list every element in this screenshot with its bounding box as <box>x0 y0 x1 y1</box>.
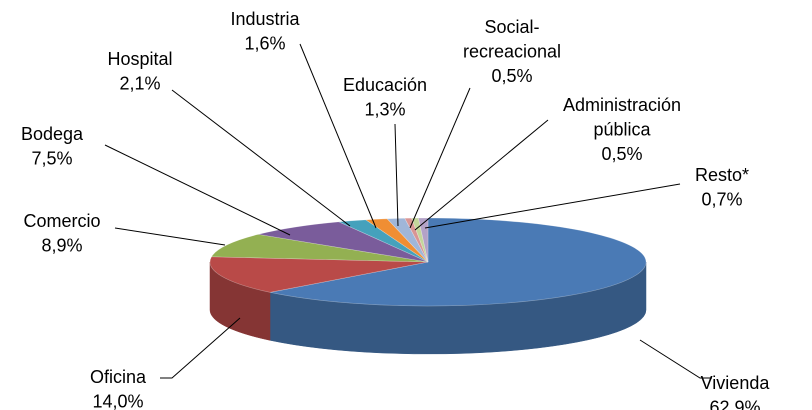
value-label: 0,7% <box>701 189 742 209</box>
slice <box>258 221 429 263</box>
category-label: Administración pública <box>563 95 681 140</box>
slice <box>209 256 429 293</box>
category-label: Educación <box>343 75 427 95</box>
category-label: Social-recreacional <box>463 17 561 62</box>
slice <box>386 217 429 263</box>
leader-line <box>424 183 681 229</box>
category-label: Oficina <box>90 367 147 387</box>
slice <box>418 217 429 263</box>
category-label: Bodega <box>21 124 84 144</box>
slice <box>211 234 429 263</box>
slice <box>269 217 647 307</box>
slice <box>337 219 429 263</box>
category-label: Vivienda <box>701 373 771 393</box>
leader-line <box>409 87 471 229</box>
category-label: Comercio <box>23 211 100 231</box>
value-label: 1,6% <box>244 33 285 53</box>
leader-line <box>299 43 377 229</box>
slice <box>404 217 429 263</box>
leader-line <box>414 119 549 231</box>
value-label: 62,9% <box>709 397 760 410</box>
category-label: Resto* <box>695 165 749 185</box>
category-label: Hospital <box>107 49 172 69</box>
value-label: 0,5% <box>491 66 532 86</box>
leader-line <box>104 144 291 236</box>
leader-line <box>114 227 226 246</box>
value-label: 7,5% <box>31 148 72 168</box>
leader-line <box>171 89 351 227</box>
leader-line <box>394 123 399 227</box>
value-label: 2,1% <box>119 73 160 93</box>
slice <box>364 218 429 263</box>
value-label: 0,5% <box>601 144 642 164</box>
value-label: 8,9% <box>41 235 82 255</box>
leader-line <box>639 339 712 379</box>
leader-line <box>160 317 241 379</box>
category-label: Industria <box>230 9 300 29</box>
value-label: 14,0% <box>92 391 143 410</box>
value-label: 1,3% <box>364 99 405 119</box>
